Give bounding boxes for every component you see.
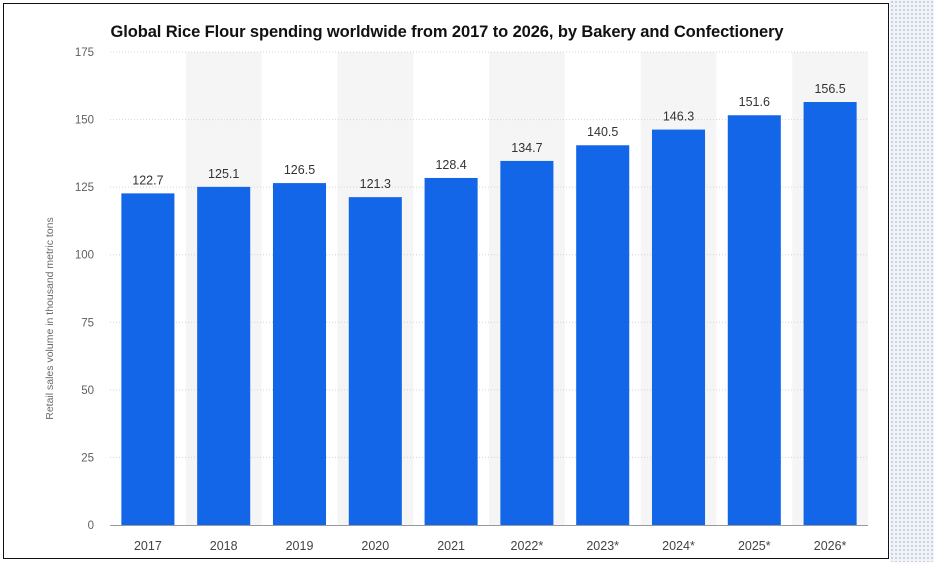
x-tick-label: 2020	[361, 539, 389, 553]
bar-value-label: 140.5	[587, 125, 618, 139]
bar-value-label: 125.1	[208, 167, 239, 181]
bar	[500, 160, 554, 525]
x-tick-label: 2025*	[738, 539, 771, 553]
y-tick-label: 50	[81, 385, 94, 397]
x-tick-label: 2022*	[511, 539, 544, 553]
bar	[197, 186, 251, 526]
x-tick-label: 2021	[437, 539, 465, 553]
x-tick-label: 2024*	[662, 539, 695, 553]
bar	[651, 129, 706, 525]
bar-value-label: 122.7	[132, 173, 163, 187]
bar	[424, 177, 478, 526]
bar	[576, 145, 630, 525]
bar-value-label: 121.3	[360, 177, 391, 191]
y-tick-label: 25	[81, 452, 94, 464]
bar-value-label: 134.7	[511, 141, 542, 155]
y-tick-label: 75	[81, 317, 94, 329]
bar-value-label: 128.4	[435, 158, 466, 172]
bar-value-label: 151.6	[739, 95, 770, 109]
bar	[121, 193, 175, 525]
x-tick-label: 2018	[210, 539, 238, 553]
x-tick-label: 2026*	[814, 539, 847, 553]
bar-value-label: 146.3	[663, 110, 694, 124]
bar	[272, 183, 327, 526]
y-tick-label: 150	[75, 115, 94, 127]
bar	[803, 102, 857, 525]
y-tick-label: 125	[75, 182, 94, 194]
x-tick-label: 2017	[134, 539, 162, 553]
x-tick-label: 2023*	[586, 539, 619, 553]
y-tick-label: 100	[75, 250, 94, 262]
bar	[727, 115, 781, 525]
y-axis-title: Retail sales volume in thousand metric t…	[44, 217, 56, 420]
bar-value-label: 156.5	[814, 82, 845, 96]
chart-title: Global Rice Flour spending worldwide fro…	[110, 23, 784, 41]
y-tick-label: 175	[75, 47, 94, 59]
x-tick-label: 2019	[286, 539, 314, 553]
bar-value-label: 126.5	[284, 163, 315, 177]
bar	[348, 197, 402, 525]
side-background-pattern	[890, 0, 934, 562]
y-tick-label: 0	[88, 520, 94, 532]
